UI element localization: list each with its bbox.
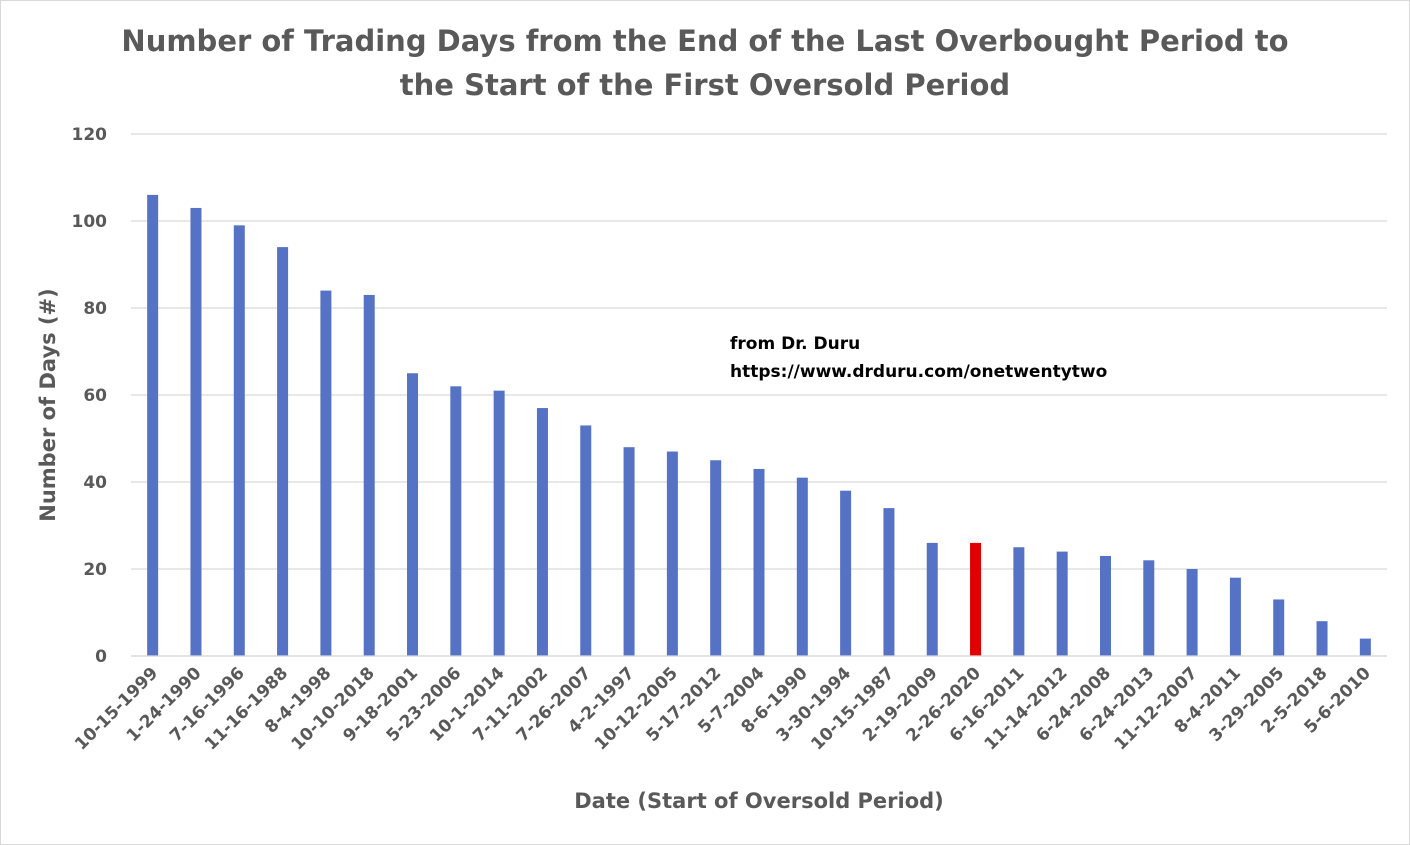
y-axis-title: Number of Days (#) (36, 288, 60, 521)
bar (320, 290, 332, 656)
bar-highlighted (970, 542, 982, 656)
chart-title-line-2: the Start of the First Oversold Period (399, 68, 1011, 102)
bar (233, 225, 245, 656)
bar (407, 373, 419, 656)
y-tick-label: 60 (83, 386, 107, 406)
bar (883, 508, 895, 656)
source-annotation: from Dr. Duru https://www.drduru.com/one… (730, 330, 1107, 386)
bar (363, 294, 375, 656)
bar (926, 542, 938, 656)
bar (1186, 569, 1198, 656)
bar (1013, 547, 1025, 656)
annotation-author: from Dr. Duru (730, 334, 861, 354)
bar (1359, 638, 1371, 656)
x-axis-title: Date (Start of Oversold Period) (574, 789, 944, 813)
y-tick-label: 0 (95, 647, 107, 667)
bar (840, 490, 852, 656)
bar (1099, 555, 1111, 656)
y-tick-label: 80 (83, 299, 107, 319)
y-tick-label: 120 (72, 125, 108, 145)
bar (450, 386, 462, 656)
y-tick-label: 20 (83, 560, 107, 580)
bar (1229, 577, 1241, 656)
bar (623, 447, 635, 656)
chart-title-line-1: Number of Trading Days from the End of t… (121, 24, 1289, 58)
bar (1056, 551, 1068, 656)
y-tick-label: 40 (83, 473, 107, 493)
bar (277, 247, 289, 656)
bar (147, 194, 159, 656)
chart-title: Number of Trading Days from the End of t… (1, 19, 1409, 107)
bar (666, 451, 678, 656)
bar (1316, 621, 1328, 656)
bar (1273, 599, 1285, 656)
annotation-url: https://www.drduru.com/onetwentytwo (730, 362, 1108, 382)
y-tick-label: 100 (72, 212, 108, 232)
bar (796, 477, 808, 656)
bar (710, 460, 722, 656)
bar (536, 408, 548, 656)
bar (1143, 560, 1155, 656)
bar (580, 425, 592, 656)
bar (493, 390, 505, 656)
bar (753, 468, 765, 656)
bar (190, 207, 202, 656)
